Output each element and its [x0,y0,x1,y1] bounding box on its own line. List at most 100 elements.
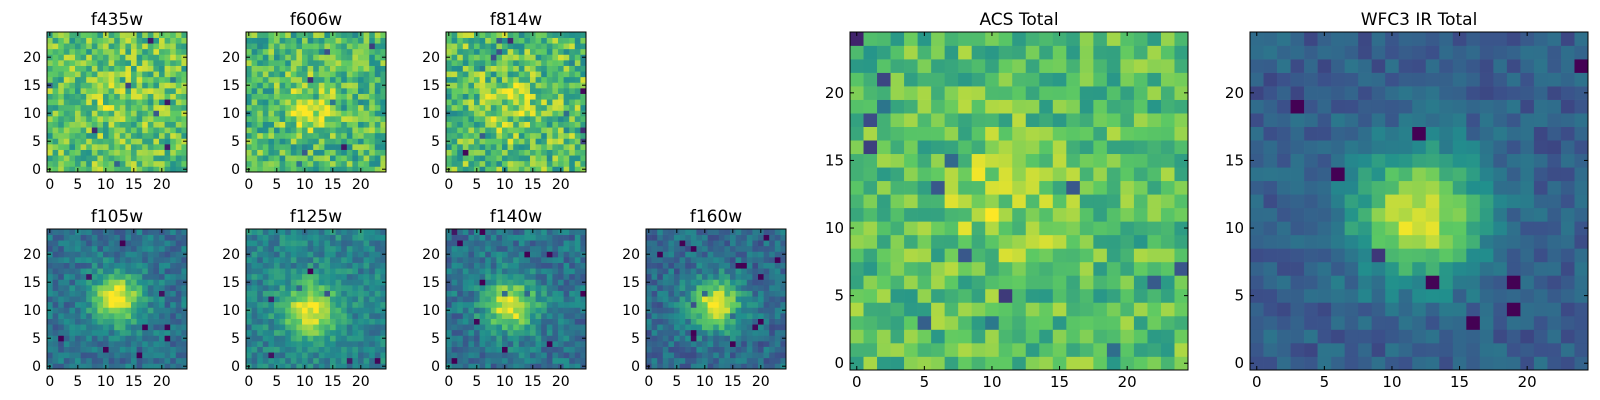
heatmap-cell [257,301,264,308]
heatmap-cell [1174,356,1189,371]
heatmap-cell [769,296,776,303]
heatmap-cell [318,160,325,167]
y-tick-label: 0 [431,162,440,178]
heatmap-cell [341,166,348,173]
heatmap-cell [569,318,576,325]
heatmap-cell [86,121,93,128]
heatmap-cells [246,32,387,173]
heatmap-cell [181,352,188,359]
heatmap-cell [746,290,753,297]
heatmap-cell [86,234,93,241]
heatmap-cell [302,104,308,111]
heatmap-cell [257,155,264,162]
heatmap-cell [574,251,581,258]
heatmap-cell [724,285,731,291]
heatmap-cell [474,318,480,325]
heatmap-cell [904,207,918,222]
heatmap-cell [147,324,154,331]
heatmap-cell [702,290,708,297]
heatmap-cell [251,93,258,100]
heatmap-cell [530,324,536,331]
heatmap-cell [142,155,149,162]
heatmap-cell [318,290,325,297]
heatmap-cell [369,76,376,83]
heatmap-cell [296,357,303,364]
heatmap-cell [524,37,531,44]
heatmap-cell [457,318,464,325]
heatmap-cell [468,132,475,139]
heatmap-cell [657,245,664,252]
heatmap-cell [363,88,370,94]
heatmap-cell [685,324,692,331]
heatmap-cell [580,324,587,331]
heatmap-cell [998,288,1013,303]
heatmap-cell [153,99,160,106]
heatmap-cell [552,307,559,314]
heatmap-cell [358,138,364,145]
heatmap-cell [369,110,376,117]
heatmap-cell [346,104,353,111]
heatmap-cell [52,357,59,364]
heatmap-cell [657,279,664,286]
heatmap-cell [80,88,87,94]
heatmap-cell [752,341,759,347]
heatmap-cell [485,71,492,78]
heatmap-cell [446,104,452,111]
heatmap-cell [485,290,492,297]
heatmap-cell [1147,342,1162,357]
heatmap-cell [502,76,508,83]
heatmap-cell [91,262,98,269]
heatmap-cell [518,324,525,331]
heatmap-cell [374,166,381,173]
heatmap-cell [563,132,570,139]
heatmap-cell [490,229,497,235]
heatmap-cell [363,357,370,364]
heatmap-cell [507,71,514,78]
heatmap-cell [86,273,93,280]
heatmap-cell [147,155,154,162]
heatmap-cell [279,76,286,83]
heatmap-cell [713,251,720,258]
heatmap-cell [646,257,652,263]
heatmap-cell [318,262,325,269]
heatmap-cell [569,144,576,150]
heatmap-cell [285,307,292,314]
heatmap-cell [358,329,364,336]
heatmap-cell [313,318,320,325]
heatmap-cell [468,285,475,291]
heatmap-cell [63,155,70,162]
heatmap-cell [268,279,275,286]
heatmap-cell [468,268,475,275]
heatmap-cell [136,32,143,38]
heatmap-cell [159,301,165,308]
heatmap-cell [159,357,165,364]
heatmap-cell [341,138,348,145]
heatmap-cell [313,273,320,280]
heatmap-cell [307,116,314,122]
heatmap-cell [735,245,742,252]
heatmap-cell [279,363,286,370]
heatmap-cell [119,318,126,325]
heatmap-cell [341,245,348,252]
heatmap-cell [285,76,292,83]
heatmap-cell [131,54,137,61]
heatmap-cell [142,104,149,111]
heatmap-cell [374,324,381,331]
heatmap-cell [679,234,686,241]
heatmap-cell [181,245,188,252]
heatmap-cell [735,296,742,303]
x-tick-label: 15 [524,374,542,390]
heatmap-cell [546,245,553,252]
heatmap-cell [713,352,720,359]
heatmap-cell [346,37,353,44]
heatmap-cell [696,318,703,325]
heatmap-cell [363,71,370,78]
heatmap-cell [330,341,336,347]
heatmap-cell [646,273,652,280]
heatmap-cell [63,132,70,139]
heatmap-cell [69,132,76,139]
heatmap-cell [741,229,748,235]
heatmap-cell [75,43,81,50]
heatmap-cell [446,324,452,331]
heatmap-cell [524,268,531,275]
